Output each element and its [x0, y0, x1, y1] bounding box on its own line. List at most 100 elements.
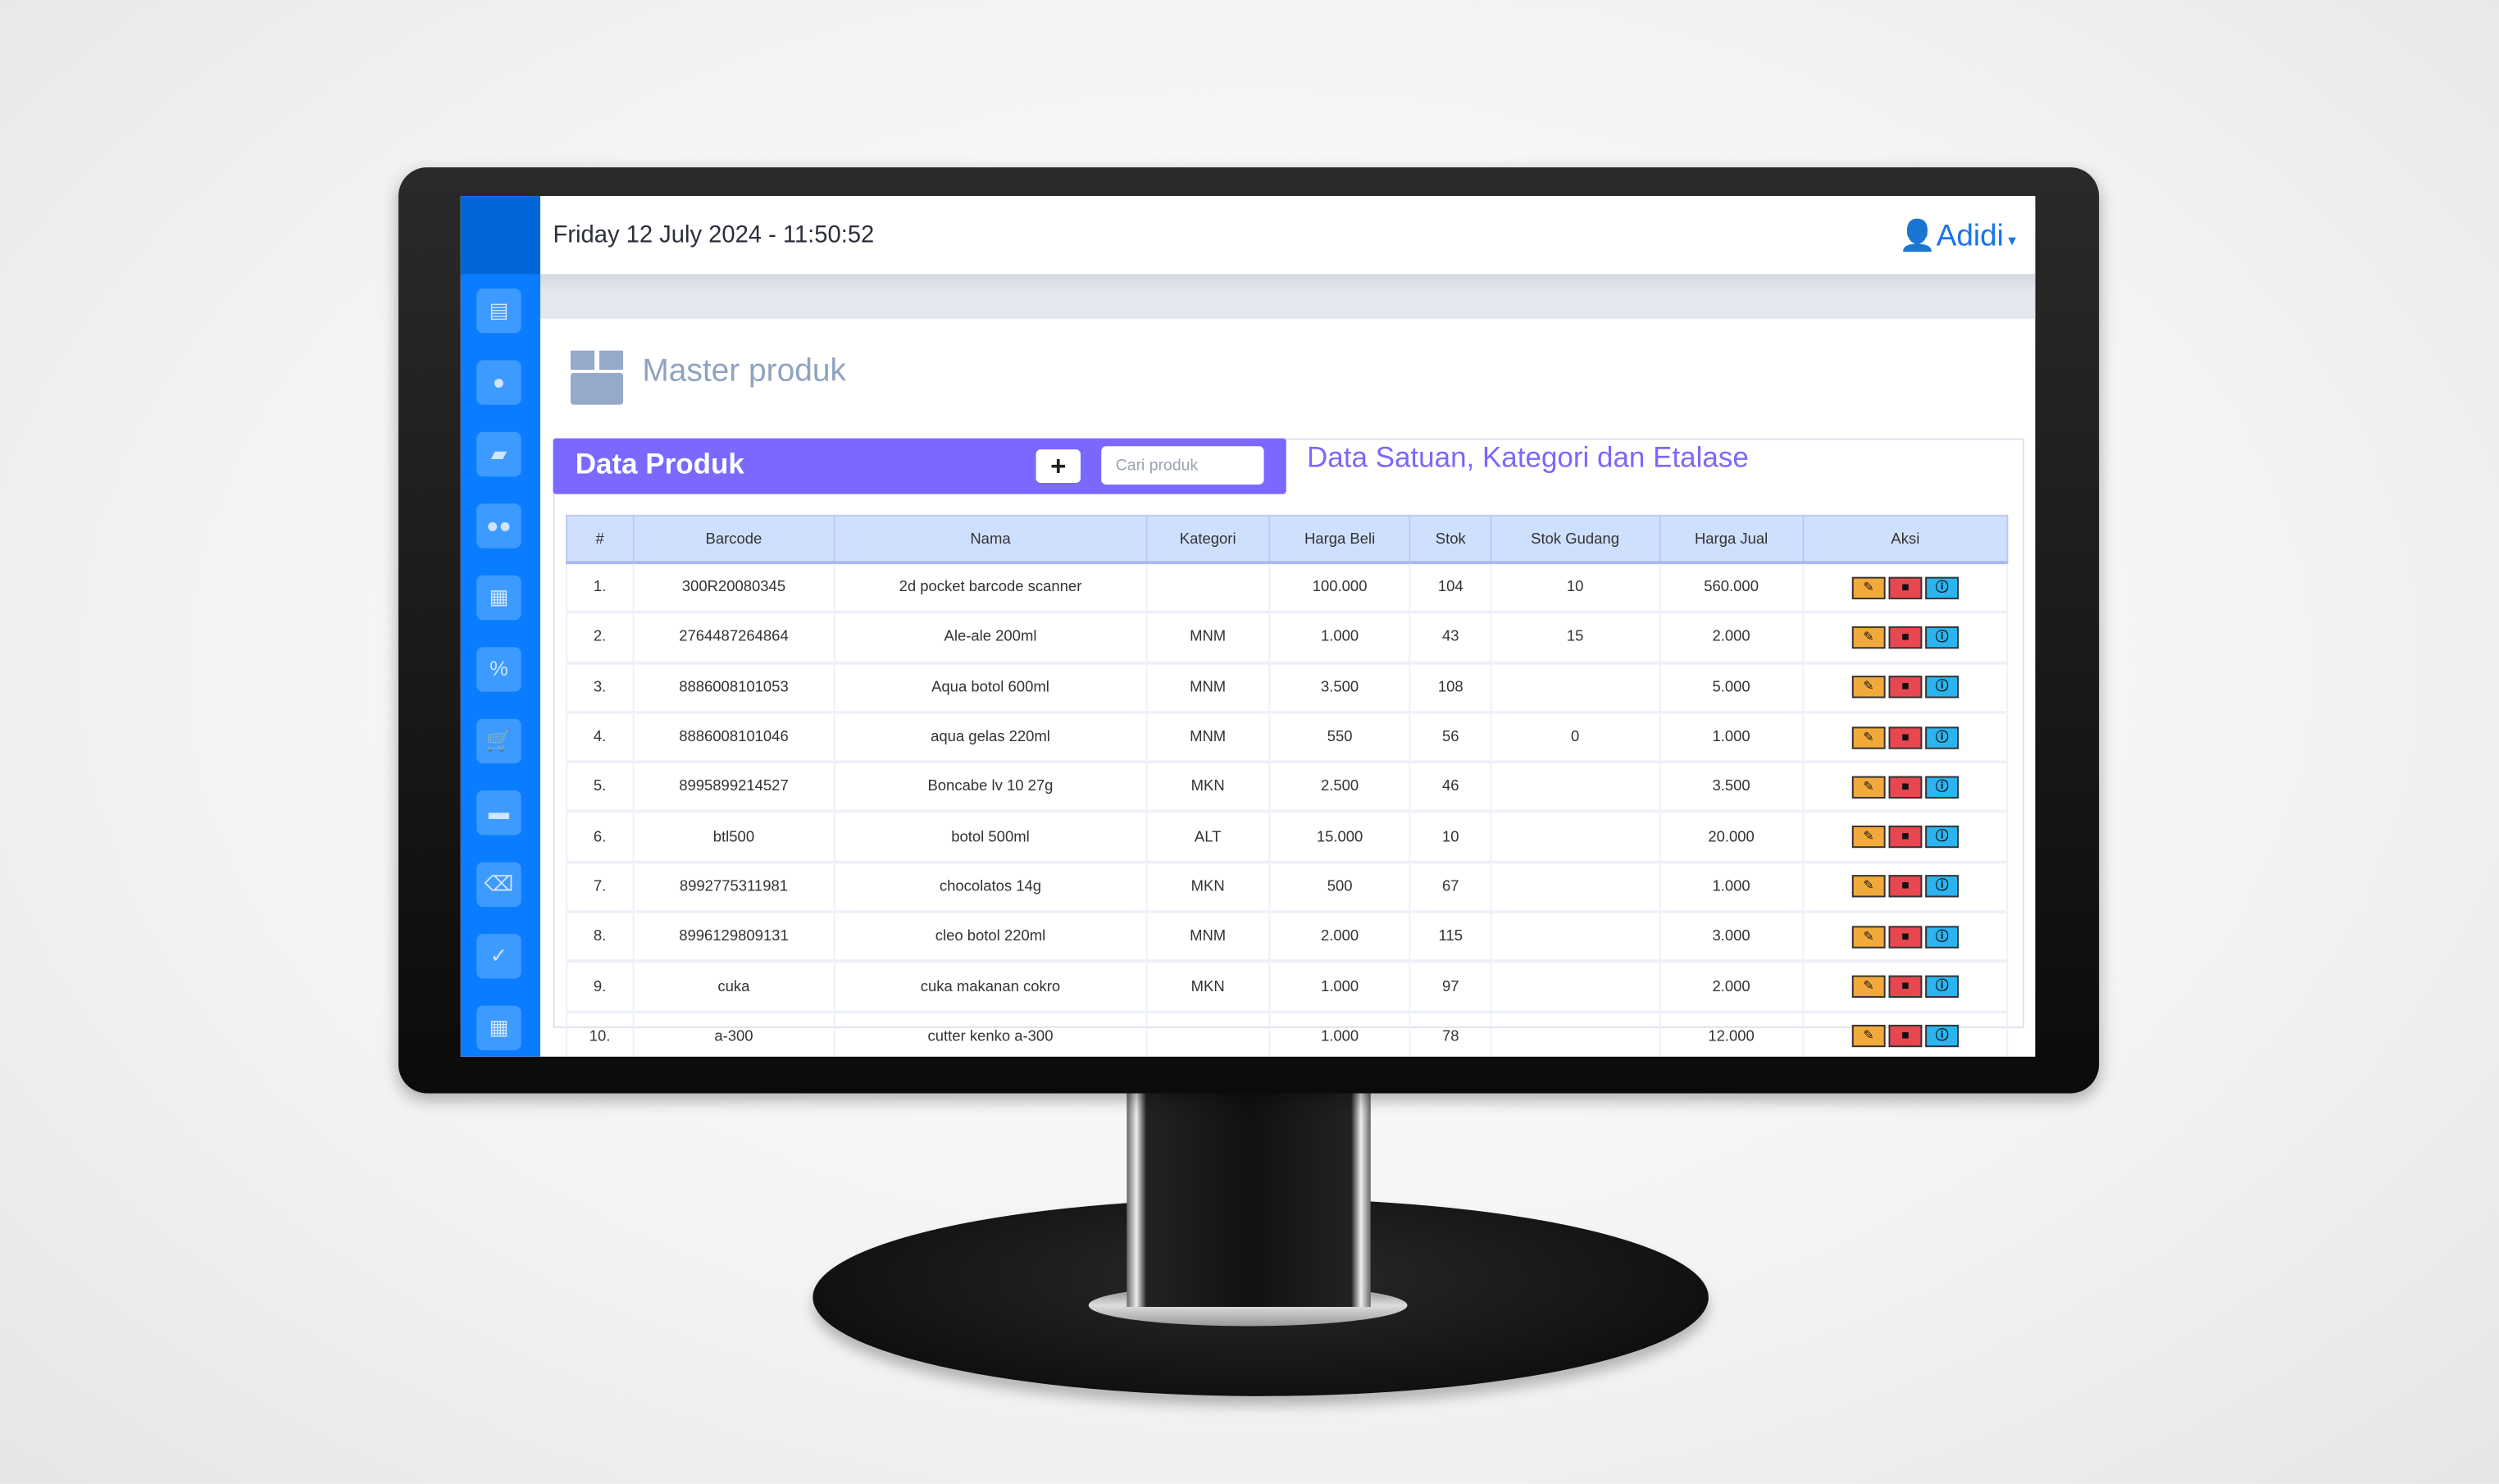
sidebar-item-user-tie[interactable]: ●	[476, 360, 521, 405]
tab-data-produk[interactable]: Data Produk +	[553, 438, 1286, 494]
column-header[interactable]: Barcode	[632, 514, 835, 565]
edit-button[interactable]: ✎	[1851, 776, 1886, 799]
category-cell: MKN	[1145, 961, 1271, 1013]
info-button[interactable]: ⓘ	[1925, 726, 1960, 749]
info-icon: ⓘ	[1935, 978, 1949, 994]
name-cell: botol 500ml	[833, 812, 1148, 864]
edit-icon: ✎	[1863, 1028, 1874, 1043]
info-button[interactable]: ⓘ	[1925, 876, 1960, 899]
column-header[interactable]: Harga Beli	[1268, 514, 1412, 565]
category-cell: MNM	[1145, 712, 1271, 764]
delete-button[interactable]: ■	[1888, 1025, 1923, 1048]
info-button[interactable]: ⓘ	[1925, 826, 1960, 849]
user-name: Adidi	[1936, 220, 2004, 254]
page-title: Master produk	[642, 353, 846, 389]
sidebar-item-clipboard-check[interactable]: ✓	[476, 934, 521, 979]
cart-icon: 🛒	[485, 728, 512, 753]
stock-cell: 97	[1409, 961, 1492, 1013]
table-row: 4. 8886008101046 aqua gelas 220ml MNM 550 56 0…	[566, 712, 2009, 764]
edit-icon: ✎	[1863, 829, 1874, 844]
info-button[interactable]: ⓘ	[1925, 776, 1960, 799]
stock-cell: 10	[1409, 812, 1492, 864]
sidebar-item-percent[interactable]: %	[476, 647, 521, 692]
table-row: 8. 8996129809131 cleo botol 220ml MNM 2.000 1…	[566, 912, 2009, 963]
info-icon: ⓘ	[1935, 579, 1949, 594]
trash-icon: ■	[1901, 729, 1910, 744]
info-button[interactable]: ⓘ	[1925, 925, 1960, 949]
edit-button[interactable]: ✎	[1851, 726, 1886, 749]
cash-register-icon: ▤	[489, 298, 509, 322]
row-number: 5.	[566, 762, 635, 814]
delete-button[interactable]: ■	[1888, 626, 1923, 649]
column-header[interactable]: #	[566, 514, 635, 565]
add-product-button[interactable]: +	[1036, 449, 1081, 484]
edit-icon: ✎	[1863, 928, 1874, 944]
warehouse-stock-cell	[1490, 662, 1660, 714]
info-icon: ⓘ	[1935, 878, 1949, 894]
info-icon: ⓘ	[1935, 779, 1949, 794]
info-button[interactable]: ⓘ	[1925, 626, 1960, 649]
buy-price-cell: 1.000	[1268, 612, 1412, 664]
column-header[interactable]: Harga Jual	[1658, 514, 1805, 565]
column-header[interactable]: Kategori	[1145, 514, 1271, 565]
caret-down-icon: ▾	[2003, 232, 2017, 251]
sidebar-item-warehouse[interactable]: ▦	[476, 575, 521, 621]
info-button[interactable]: ⓘ	[1925, 676, 1960, 699]
delete-button[interactable]: ■	[1888, 726, 1923, 749]
buy-price-cell: 1.000	[1268, 1011, 1412, 1057]
info-icon: ⓘ	[1935, 829, 1949, 844]
table-row: 6. btl500 botol 500ml ALT 15.000 10 20.000 ✎ ■ ⓘ	[566, 812, 2009, 864]
delete-button[interactable]: ■	[1888, 676, 1923, 699]
edit-button[interactable]: ✎	[1851, 826, 1886, 849]
name-cell: Ale-ale 200ml	[833, 612, 1148, 664]
tab-satuan-kategori-etalase[interactable]: Data Satuan, Kategori dan Etalase	[1306, 441, 1749, 474]
warehouse-stock-cell: 10	[1490, 562, 1660, 614]
sidebar-item-backspace[interactable]: ⌫	[476, 862, 521, 908]
search-product-input[interactable]	[1101, 446, 1264, 485]
trash-icon: ■	[1901, 679, 1910, 694]
edit-icon: ✎	[1863, 978, 1874, 994]
buy-price-cell: 100.000	[1268, 562, 1412, 614]
edit-button[interactable]: ✎	[1851, 1025, 1886, 1048]
sidebar-item-cart[interactable]: 🛒	[476, 718, 521, 764]
edit-button[interactable]: ✎	[1851, 576, 1886, 599]
column-header[interactable]: Nama	[833, 514, 1148, 565]
info-button[interactable]: ⓘ	[1925, 576, 1960, 599]
user-menu[interactable]: 👤Adidi ▾	[1899, 216, 2016, 255]
delete-button[interactable]: ■	[1888, 776, 1923, 799]
sidebar-item-shopping-bag[interactable]: ▰	[476, 431, 521, 477]
sell-price-cell: 20.000	[1658, 812, 1805, 864]
edit-button[interactable]: ✎	[1851, 676, 1886, 699]
delete-button[interactable]: ■	[1888, 826, 1923, 849]
name-cell: cutter kenko a-300	[833, 1011, 1148, 1057]
app-screen: ▤ ● ▰ ●● ▦% 🛒 ▬ ⌫ ✓ ▦ Friday 12 July 2024 - 11:50…	[460, 196, 2036, 1057]
column-header[interactable]: Stok	[1409, 514, 1492, 565]
delete-button[interactable]: ■	[1888, 876, 1923, 899]
edit-button[interactable]: ✎	[1851, 975, 1886, 998]
delete-button[interactable]: ■	[1888, 975, 1923, 998]
edit-button[interactable]: ✎	[1851, 876, 1886, 899]
info-button[interactable]: ⓘ	[1925, 1025, 1960, 1048]
delete-button[interactable]: ■	[1888, 576, 1923, 599]
percent-icon: %	[489, 656, 508, 681]
sell-price-cell: 2.000	[1658, 961, 1805, 1013]
buy-price-cell: 550	[1268, 712, 1412, 764]
column-header[interactable]: Stok Gudang	[1490, 514, 1660, 565]
column-header[interactable]: Aksi	[1802, 514, 2009, 565]
actions-cell: ✎ ■ ⓘ	[1802, 712, 2009, 764]
stock-cell: 78	[1409, 1011, 1492, 1057]
category-cell: MKN	[1145, 862, 1271, 914]
delete-button[interactable]: ■	[1888, 925, 1923, 949]
info-button[interactable]: ⓘ	[1925, 975, 1960, 998]
edit-icon: ✎	[1863, 579, 1874, 594]
category-cell: MNM	[1145, 612, 1271, 664]
sidebar-item-cash-register[interactable]: ▤	[476, 288, 521, 334]
sidebar-item-users[interactable]: ●●	[476, 503, 521, 549]
sidebar-item-credit-card[interactable]: ▬	[476, 790, 521, 835]
edit-button[interactable]: ✎	[1851, 626, 1886, 649]
stock-cell: 115	[1409, 912, 1492, 963]
actions-cell: ✎ ■ ⓘ	[1802, 562, 2009, 614]
buy-price-cell: 15.000	[1268, 812, 1412, 864]
edit-button[interactable]: ✎	[1851, 925, 1886, 949]
sidebar-item-calculator[interactable]: ▦	[476, 1005, 521, 1051]
